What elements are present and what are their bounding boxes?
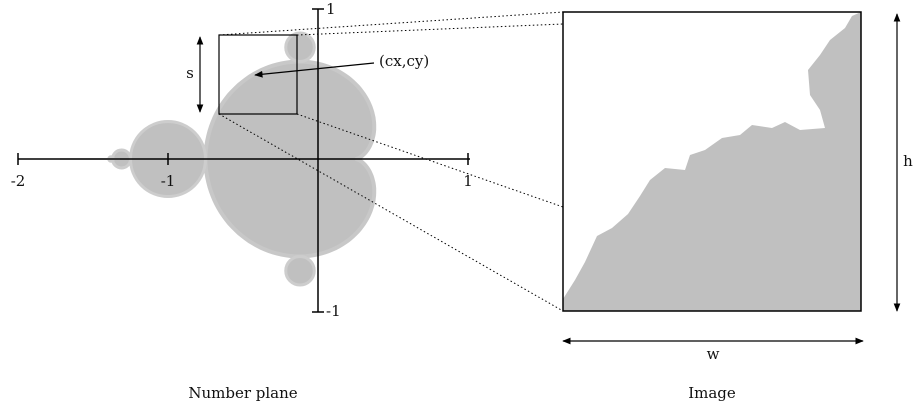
axis-ticks — [17, 8, 469, 313]
x-tick-label: -1 — [161, 172, 176, 190]
image-content — [563, 12, 861, 311]
image-frame — [562, 11, 862, 312]
fractal-part — [284, 31, 316, 63]
selection-box — [218, 34, 298, 115]
height-label: h — [903, 152, 913, 170]
point-label: (cx,cy) — [379, 52, 429, 70]
caption: Image — [688, 384, 736, 402]
size-label: s — [186, 64, 194, 82]
projection-lines — [218, 11, 564, 312]
x-tick-label: -2 — [11, 172, 26, 190]
fractal-part — [284, 255, 316, 287]
x-tick-label: 1 — [463, 172, 473, 190]
width-label: w — [707, 345, 720, 363]
caption: Number plane — [188, 384, 297, 402]
y-tick-label: -1 — [326, 302, 341, 320]
y-tick-label: 1 — [326, 0, 336, 18]
point-arrow — [254, 62, 375, 78]
